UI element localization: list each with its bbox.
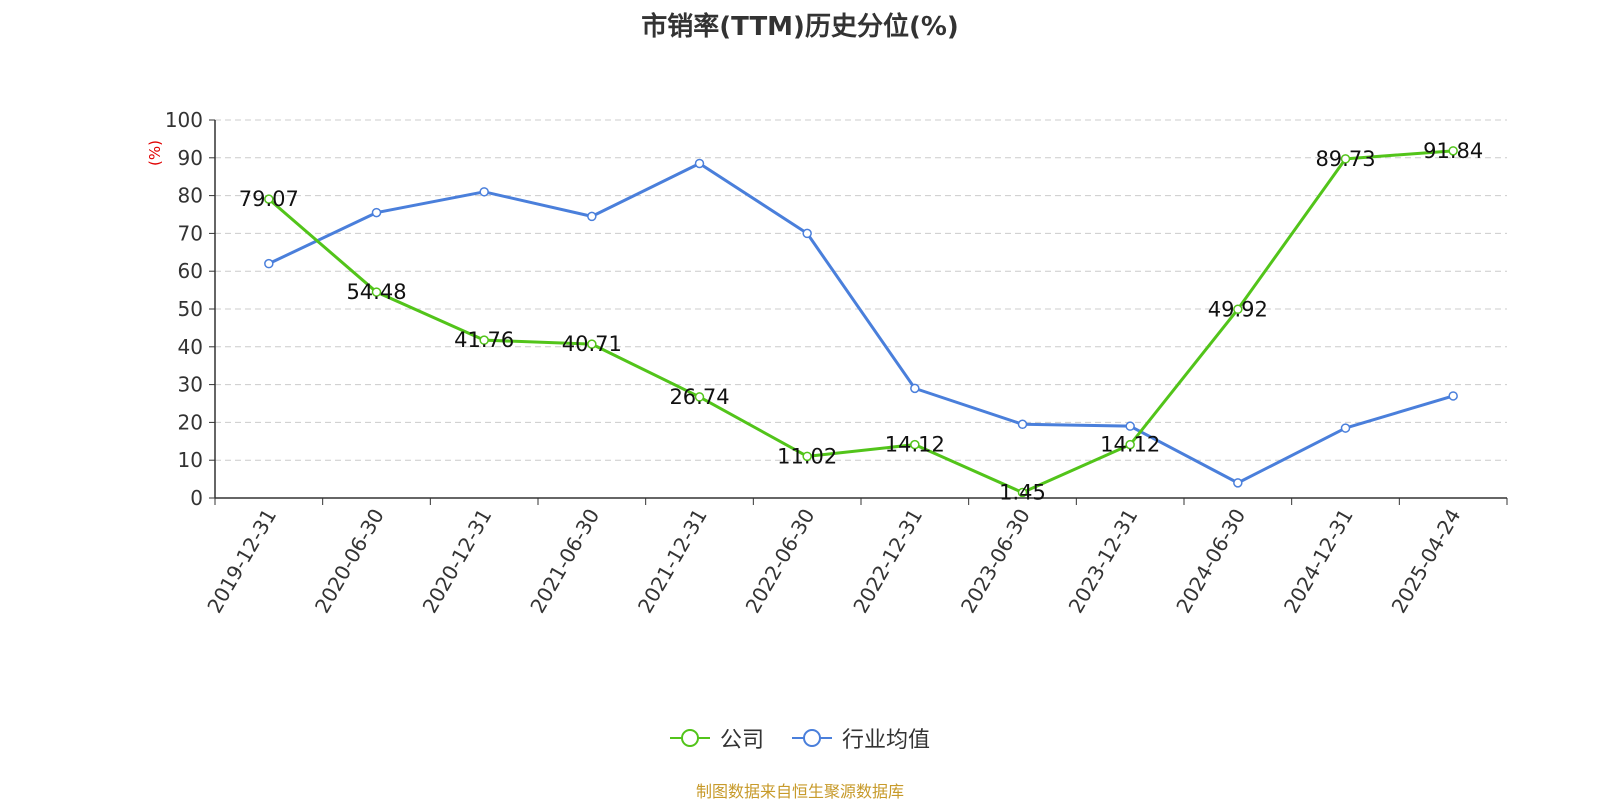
- x-tick-label: 2024-12-31: [1279, 505, 1358, 618]
- y-tick-label: 60: [178, 259, 203, 283]
- y-tick-label: 40: [178, 335, 203, 359]
- y-tick-label: 70: [178, 221, 203, 245]
- series-line-1: [268, 161, 1454, 485]
- x-tick-label: 2019-12-31: [202, 505, 281, 618]
- x-tick-label: 2020-06-30: [310, 505, 389, 618]
- data-point-0: [1448, 146, 1458, 156]
- data-point-0: [802, 451, 812, 462]
- y-axis-label: (%): [146, 140, 164, 166]
- data-point-1: [1340, 423, 1351, 433]
- data-point-1: [802, 228, 812, 239]
- data-point-1: [264, 258, 274, 269]
- series-line-0: [267, 149, 1454, 495]
- data-label: 40.71: [562, 332, 622, 356]
- data-label: 54.48: [346, 280, 406, 304]
- data-point-0: [1125, 439, 1135, 450]
- legend-item-company[interactable]: 公司: [669, 722, 764, 754]
- data-point-1: [694, 158, 705, 169]
- y-tick-label: 100: [165, 108, 203, 132]
- y-tick-label: 80: [178, 184, 203, 208]
- data-label: 49.92: [1208, 297, 1268, 321]
- data-point-0: [1233, 304, 1243, 315]
- data-label: 1.45: [999, 481, 1046, 505]
- x-tick-label: 2024-06-30: [1171, 505, 1250, 618]
- legend-marker-industry-average: [792, 729, 832, 747]
- y-tick-label: 0: [190, 486, 203, 510]
- data-label: 41.76: [454, 328, 514, 352]
- legend: 公司 行业均值: [0, 722, 1600, 754]
- data-label: 79.07: [239, 187, 299, 211]
- legend-item-industry-average[interactable]: 行业均值: [792, 722, 930, 754]
- x-tick-label: 2023-12-31: [1064, 505, 1143, 618]
- x-tick-label: 2023-06-30: [956, 505, 1035, 618]
- data-point-0: [1017, 487, 1028, 498]
- data-point-1: [587, 211, 597, 222]
- data-point-0: [587, 339, 597, 349]
- data-label: 91.84: [1423, 139, 1483, 163]
- x-tick-label: 2021-06-30: [525, 505, 604, 618]
- data-point-0: [371, 287, 382, 297]
- data-label: 14.12: [1100, 433, 1160, 457]
- y-tick-label: 20: [178, 410, 203, 434]
- axes: 0 10 20 30 40 50 60 70 80 90 100(%) 2019-12-31 2020-…: [146, 108, 1508, 618]
- y-tick-label: 50: [178, 297, 203, 321]
- data-point-1: [910, 383, 920, 394]
- data-point-1: [479, 187, 489, 197]
- legend-label-company: 公司: [719, 728, 764, 753]
- data-label: 89.73: [1315, 147, 1375, 171]
- source-note: 制图数据来自恒生聚源数据库: [695, 782, 904, 801]
- data-point-1: [1233, 478, 1243, 488]
- chart-title: 市销率(TTM)历史分位(%): [641, 12, 959, 42]
- data-point-1: [1017, 419, 1028, 430]
- y-tick-label: 10: [178, 448, 203, 472]
- x-tick-label: 2022-06-30: [741, 505, 820, 618]
- legend-label-industry-average: 行业均值: [842, 728, 931, 753]
- x-tick-label: 2020-12-31: [418, 504, 497, 617]
- data-point-1: [1125, 421, 1135, 431]
- x-tick-label: 2022-12-31: [848, 504, 927, 617]
- data-label: 14.12: [885, 433, 945, 457]
- data-label: 11.02: [777, 444, 837, 468]
- data-point-0: [910, 439, 920, 450]
- x-tick-label: 2021-12-31: [633, 505, 712, 618]
- data-point-0: [479, 335, 489, 345]
- data-labels: 79.07 54.48 41.76 40.71 26.74 11.02 14.12 1.45 1…: [239, 139, 1483, 505]
- gridlines: [215, 119, 1507, 461]
- series: [264, 146, 1458, 498]
- y-tick-label: 30: [178, 373, 203, 397]
- y-tick-label: 90: [178, 146, 203, 170]
- data-point-0: [694, 392, 705, 402]
- data-point-0: [264, 194, 274, 204]
- data-label: 26.74: [669, 385, 729, 409]
- legend-marker-company: [669, 729, 710, 747]
- data-point-1: [1448, 391, 1458, 401]
- data-point-1: [371, 207, 382, 218]
- data-point-0: [1340, 154, 1351, 164]
- x-tick-label: 2025-04-24: [1387, 505, 1466, 618]
